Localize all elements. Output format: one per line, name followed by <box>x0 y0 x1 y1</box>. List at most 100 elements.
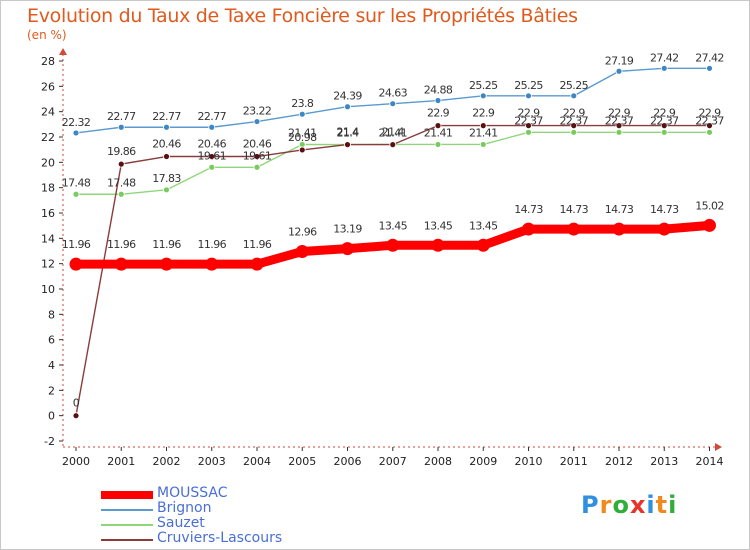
data-label-brignon: 27.42 <box>695 51 724 64</box>
data-label-cruviers-lascours: 22.9 <box>563 107 586 120</box>
x-tick-label: 2000 <box>62 455 90 468</box>
data-point-cruviers-lascours <box>298 146 306 154</box>
legend-label: Cruviers-Lascours <box>157 530 283 546</box>
data-point-cruviers-lascours <box>163 153 170 160</box>
data-label-cruviers-lascours: 22.9 <box>698 107 721 120</box>
data-point-moussac <box>295 245 309 259</box>
data-label-brignon: 23.22 <box>243 105 272 118</box>
data-label-brignon: 23.8 <box>291 97 314 110</box>
logo-letter: i <box>646 491 656 519</box>
data-label-moussac: 13.45 <box>379 219 408 232</box>
data-point-moussac <box>476 238 490 252</box>
data-label-sauzet: 21.41 <box>424 126 453 139</box>
data-label-moussac: 13.45 <box>469 219 498 232</box>
data-point-moussac <box>205 257 219 271</box>
data-label-cruviers-lascours: 22.9 <box>472 107 495 120</box>
data-point-sauzet <box>117 190 125 198</box>
data-point-moussac <box>431 238 445 252</box>
data-label-sauzet: 22.37 <box>560 114 589 127</box>
data-point-cruviers-lascours <box>253 153 261 160</box>
data-point-sauzet <box>706 128 713 136</box>
chart-title: Evolution du Taux de Taxe Foncière sur l… <box>27 5 578 27</box>
y-tick-label: -2 <box>44 435 55 448</box>
data-point-sauzet <box>434 141 442 148</box>
data-point-moussac <box>386 238 400 252</box>
data-label-cruviers-lascours: 20.98 <box>288 131 317 144</box>
x-tick-label: 2006 <box>334 455 362 468</box>
data-label-cruviers-lascours: 0 <box>73 397 80 410</box>
y-tick-label: 0 <box>48 410 55 423</box>
x-tick-label: 2010 <box>515 455 543 468</box>
x-tick-label: 2014 <box>696 455 724 468</box>
data-point-moussac <box>522 222 535 236</box>
x-tick-label: 2003 <box>198 455 226 468</box>
data-point-cruviers-lascours <box>615 122 623 129</box>
y-tick-label: 22 <box>41 131 55 144</box>
x-tick-label: 2002 <box>153 455 181 468</box>
y-tick-label: 26 <box>41 80 55 93</box>
data-label-sauzet: 21.41 <box>379 126 408 139</box>
data-point-brignon <box>660 64 668 72</box>
data-point-cruviers-lascours <box>208 153 216 160</box>
y-tick-label: 6 <box>48 334 55 347</box>
data-label-moussac: 11.96 <box>198 238 227 251</box>
x-tick-label: 2001 <box>107 455 135 468</box>
logo-letter: i <box>668 491 678 519</box>
data-label-brignon: 27.19 <box>605 54 634 67</box>
data-point-cruviers-lascours <box>389 141 397 149</box>
data-label-moussac: 14.73 <box>605 203 634 216</box>
data-label-brignon: 27.42 <box>650 51 679 64</box>
data-label-brignon: 22.32 <box>62 116 91 129</box>
data-label-moussac: 11.96 <box>152 238 181 251</box>
data-label-brignon: 25.25 <box>469 79 498 92</box>
data-point-sauzet <box>615 128 623 136</box>
data-point-brignon <box>615 67 623 75</box>
data-label-sauzet: 21.4 <box>336 127 359 140</box>
data-point-moussac <box>657 222 671 236</box>
data-label-brignon: 22.77 <box>107 110 136 123</box>
data-point-brignon <box>253 118 261 125</box>
data-point-brignon <box>525 92 532 100</box>
x-tick-label: 2011 <box>560 455 588 468</box>
data-label-sauzet: 21.41 <box>469 126 498 139</box>
data-point-cruviers-lascours <box>434 122 442 129</box>
y-tick-label: 2 <box>48 384 55 397</box>
legend-swatch <box>101 509 153 511</box>
data-point-cruviers-lascours <box>525 122 532 129</box>
data-point-cruviers-lascours <box>570 122 578 129</box>
data-label-sauzet: 17.48 <box>107 176 136 189</box>
data-label-brignon: 25.25 <box>560 79 589 92</box>
data-label-moussac: 13.19 <box>333 223 362 236</box>
data-point-brignon <box>434 97 442 104</box>
data-label-brignon: 22.77 <box>152 110 181 123</box>
data-label-sauzet: 19.61 <box>243 149 272 162</box>
data-point-brignon <box>344 103 351 111</box>
data-point-cruviers-lascours <box>479 122 487 129</box>
data-point-brignon <box>479 92 487 100</box>
x-tick-label: 2005 <box>288 455 316 468</box>
data-point-moussac <box>160 257 173 271</box>
data-point-brignon <box>570 92 578 100</box>
data-point-moussac <box>250 257 264 271</box>
data-label-brignon: 24.39 <box>333 90 362 103</box>
data-point-moussac <box>703 218 716 232</box>
data-label-moussac: 13.45 <box>424 219 453 232</box>
logo-letter: P <box>581 491 600 519</box>
data-label-cruviers-lascours: 20.46 <box>152 138 181 151</box>
y-tick-label: 28 <box>41 55 55 68</box>
data-point-moussac <box>612 222 626 236</box>
data-point-sauzet <box>570 128 578 136</box>
legend-swatch <box>101 539 153 541</box>
data-label-moussac: 11.96 <box>62 238 91 251</box>
data-point-brignon <box>208 123 216 131</box>
x-tick-label: 2008 <box>424 455 452 468</box>
data-label-moussac: 15.02 <box>695 199 724 212</box>
data-label-moussac: 11.96 <box>243 238 272 251</box>
y-tick-label: 24 <box>41 106 55 119</box>
data-label-sauzet: 22.37 <box>605 114 634 127</box>
data-point-brignon <box>706 64 713 72</box>
data-label-cruviers-lascours: 21.4 <box>382 126 405 139</box>
data-point-sauzet <box>163 186 170 194</box>
y-tick-label: 16 <box>41 207 55 220</box>
